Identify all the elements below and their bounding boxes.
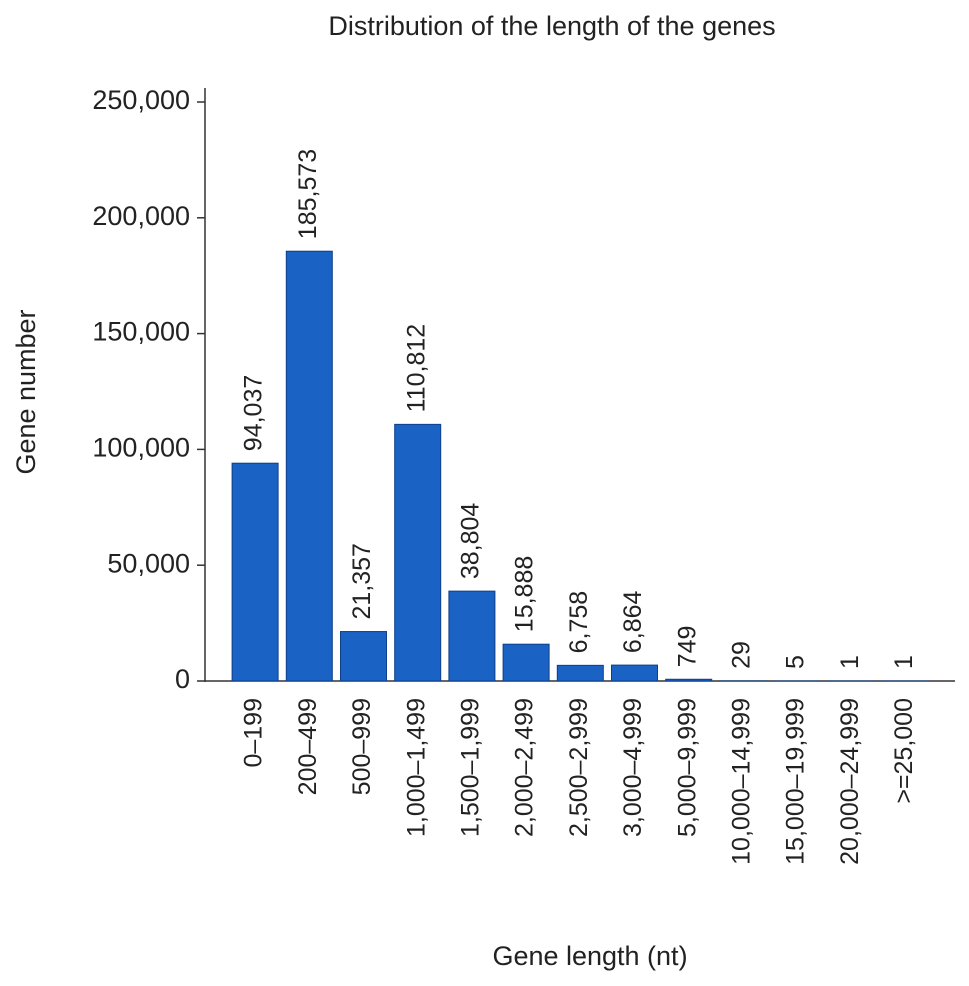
- value-label: 38,804: [457, 503, 485, 580]
- bar: [502, 643, 550, 682]
- value-label: 110,812: [402, 324, 430, 413]
- value-label: 29: [728, 641, 756, 669]
- chart-title: Distribution of the length of the genes: [328, 11, 775, 41]
- value-label: 21,357: [348, 543, 376, 619]
- value-label: 94,037: [240, 375, 268, 451]
- value-label: 15,888: [511, 556, 539, 632]
- bar: [448, 590, 496, 682]
- value-label: 6,758: [565, 591, 593, 654]
- x-tick-label: 10,000–14,999: [728, 698, 756, 865]
- x-tick-label: 500–999: [348, 698, 376, 795]
- y-tick-label: 150,000: [92, 317, 190, 347]
- x-tick-label: 200–499: [294, 698, 322, 795]
- value-label: 749: [673, 626, 701, 668]
- y-tick-label: 0: [175, 664, 190, 694]
- x-axis-label: Gene length (nt): [492, 941, 687, 971]
- bar: [556, 664, 604, 682]
- x-tick-label: 20,000–24,999: [836, 698, 864, 865]
- x-tick-label: 15,000–19,999: [782, 698, 810, 865]
- x-tick-label: 2,500–2,999: [565, 698, 593, 837]
- value-label: 6,864: [619, 590, 647, 653]
- value-label: 1: [890, 655, 918, 669]
- y-tick-label: 250,000: [92, 85, 190, 115]
- x-tick-label: 5,000–9,999: [673, 698, 701, 837]
- value-label: 185,573: [294, 149, 322, 239]
- x-tick-label: 3,000–4,999: [619, 698, 647, 837]
- y-tick-label: 100,000: [92, 433, 190, 463]
- y-tick-label: 50,000: [107, 548, 190, 578]
- bar: [394, 423, 442, 682]
- y-axis-label: Gene number: [11, 309, 41, 474]
- x-tick-label: 2,000–2,499: [511, 698, 539, 837]
- bar: [285, 250, 333, 682]
- y-tick-label: 200,000: [92, 201, 190, 231]
- x-tick-label: 0–199: [240, 698, 268, 768]
- x-tick-label: >=25,000: [890, 698, 918, 804]
- bar: [340, 631, 387, 682]
- bar: [231, 462, 279, 682]
- x-tick-label: 1,000–1,499: [402, 698, 430, 837]
- bar: [611, 664, 658, 682]
- value-label: 1: [836, 655, 864, 669]
- value-label: 5: [782, 655, 810, 669]
- x-tick-label: 1,500–1,999: [457, 698, 485, 837]
- bar: [665, 678, 713, 682]
